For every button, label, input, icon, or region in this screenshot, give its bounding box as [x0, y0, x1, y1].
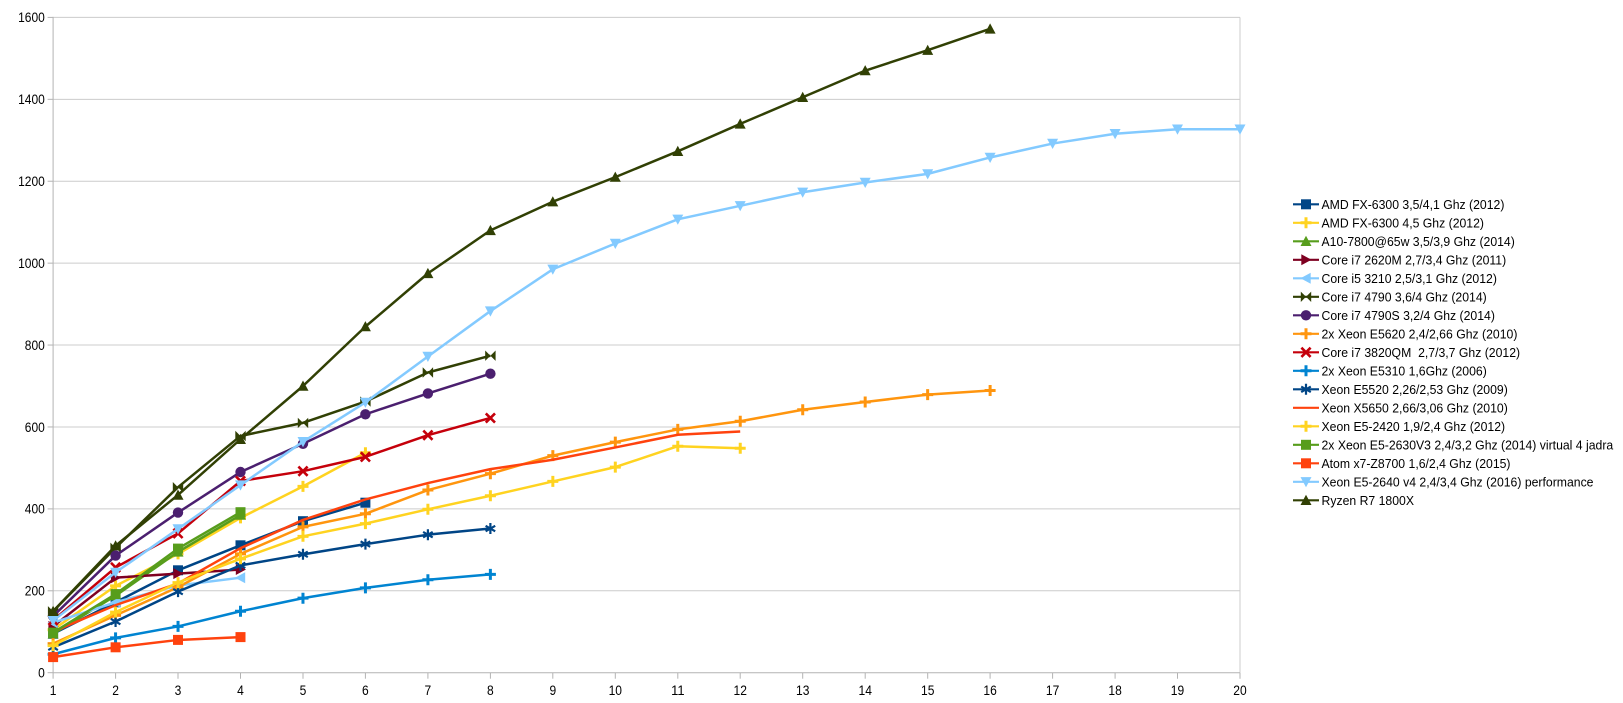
svg-text:2: 2 [112, 683, 119, 698]
svg-text:1200: 1200 [18, 174, 45, 189]
svg-text:18: 18 [1108, 683, 1121, 698]
svg-text:17: 17 [1046, 683, 1059, 698]
svg-text:2x Xeon E5620 2,4/2,66 Ghz (20: 2x Xeon E5620 2,4/2,66 Ghz (2010) [1322, 326, 1518, 341]
svg-text:Core i7 4790 3,6/4 Ghz (2014): Core i7 4790 3,6/4 Ghz (2014) [1322, 289, 1487, 304]
svg-text:Ryzen R7 1800X: Ryzen R7 1800X [1322, 493, 1415, 508]
svg-text:1400: 1400 [18, 92, 45, 107]
svg-text:19: 19 [1171, 683, 1184, 698]
svg-text:Xeon E5520 2,26/2,53 Ghz (2009: Xeon E5520 2,26/2,53 Ghz (2009) [1322, 382, 1508, 397]
svg-text:3: 3 [175, 683, 182, 698]
svg-text:400: 400 [25, 502, 45, 517]
svg-text:7: 7 [425, 683, 432, 698]
svg-text:9: 9 [549, 683, 556, 698]
svg-text:Core i7 4790S 3,2/4 Ghz (2014): Core i7 4790S 3,2/4 Ghz (2014) [1322, 308, 1495, 323]
svg-text:200: 200 [25, 584, 45, 599]
svg-text:4: 4 [237, 683, 244, 698]
svg-text:10: 10 [609, 683, 622, 698]
svg-text:8: 8 [487, 683, 494, 698]
svg-text:AMD FX-6300 3,5/4,1 Ghz (2012): AMD FX-6300 3,5/4,1 Ghz (2012) [1322, 197, 1505, 212]
svg-text:15: 15 [921, 683, 934, 698]
svg-text:Xeon E5-2640 v4 2,4/3,4 Ghz (2: Xeon E5-2640 v4 2,4/3,4 Ghz (2016) perfo… [1322, 474, 1594, 489]
svg-text:800: 800 [25, 338, 45, 353]
svg-text:16: 16 [983, 683, 996, 698]
svg-text:AMD FX-6300 4,5 Ghz (2012): AMD FX-6300 4,5 Ghz (2012) [1322, 215, 1485, 230]
svg-text:5: 5 [300, 683, 307, 698]
svg-text:600: 600 [25, 420, 45, 435]
svg-text:Core i5 3210 2,5/3,1 Ghz (2012: Core i5 3210 2,5/3,1 Ghz (2012) [1322, 271, 1497, 286]
svg-text:Xeon E5-2420 1,9/2,4 Ghz (2012: Xeon E5-2420 1,9/2,4 Ghz (2012) [1322, 419, 1506, 434]
svg-text:A10-7800@65w 3,5/3,9 Ghz (2014: A10-7800@65w 3,5/3,9 Ghz (2014) [1322, 234, 1515, 249]
svg-text:2x Xeon E5-2630V3 2,4/3,2 Ghz: 2x Xeon E5-2630V3 2,4/3,2 Ghz (2014) vir… [1322, 437, 1614, 452]
svg-text:11: 11 [671, 683, 684, 698]
svg-text:2x Xeon E5310 1,6Ghz (2006): 2x Xeon E5310 1,6Ghz (2006) [1322, 363, 1487, 378]
svg-text:Core i7 2620M 2,7/3,4 Ghz (201: Core i7 2620M 2,7/3,4 Ghz (2011) [1322, 252, 1507, 267]
svg-text:14: 14 [859, 683, 873, 698]
svg-text:0: 0 [38, 666, 45, 681]
svg-text:1600: 1600 [18, 10, 45, 25]
svg-text:Xeon X5650 2,66/3,06 Ghz (2010: Xeon X5650 2,66/3,06 Ghz (2010) [1322, 400, 1508, 415]
svg-text:6: 6 [362, 683, 369, 698]
svg-text:20: 20 [1233, 683, 1246, 698]
svg-text:Core i7 3820QM 2,7/3,7 Ghz (2: Core i7 3820QM 2,7/3,7 Ghz (2012) [1322, 345, 1521, 360]
svg-text:12: 12 [734, 683, 747, 698]
svg-text:1000: 1000 [18, 256, 45, 271]
svg-text:Atom x7-Z8700 1,6/2,4 Ghz (201: Atom x7-Z8700 1,6/2,4 Ghz (2015) [1322, 456, 1511, 471]
svg-text:13: 13 [796, 683, 809, 698]
svg-text:1: 1 [50, 683, 57, 698]
